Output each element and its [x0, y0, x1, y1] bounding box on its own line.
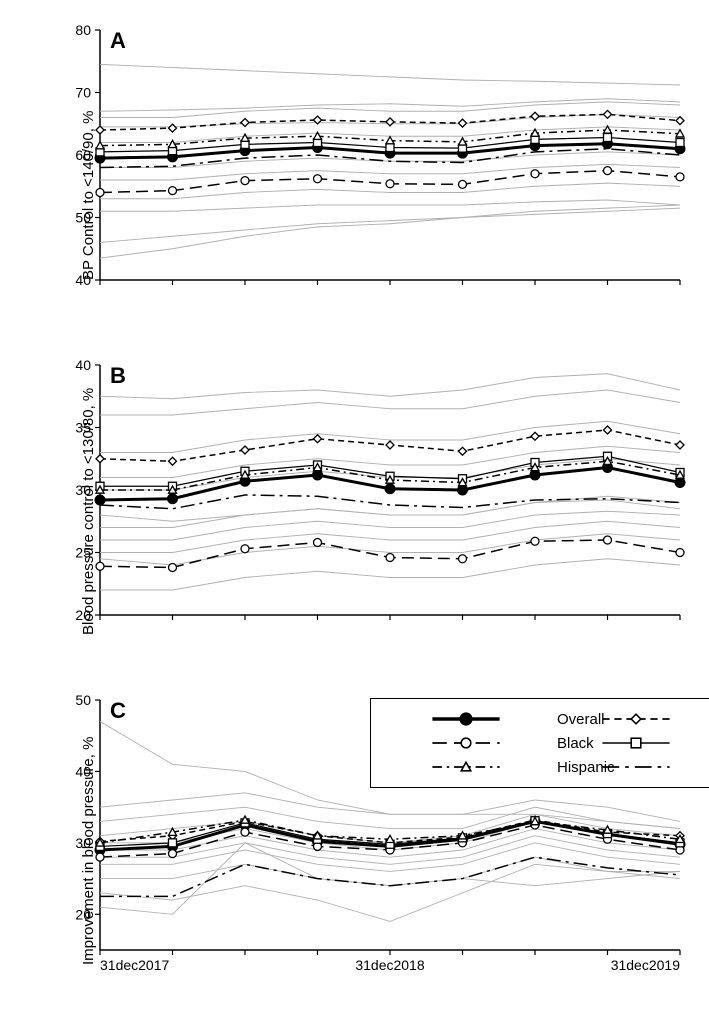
panel-A-svg: 4050607080A: [70, 20, 690, 310]
legend-item-overall: Overall: [381, 707, 551, 731]
svg-text:70: 70: [75, 85, 91, 101]
ylabel-B: Blood pressure control to <130/80, %: [80, 615, 97, 635]
svg-text:B: B: [110, 363, 126, 388]
panel-C: Improvement in blood pressure, % 2030405…: [70, 690, 690, 980]
svg-text:31dec2019: 31dec2019: [611, 957, 681, 973]
svg-text:50: 50: [75, 692, 91, 708]
legend-item-black: Black: [381, 731, 551, 755]
panel-B-svg: 2025303540B: [70, 355, 690, 645]
svg-text:40: 40: [75, 357, 91, 373]
legend-item-white: White: [551, 731, 709, 755]
panel-A: BP Control to <140/90, % 4050607080A: [70, 20, 690, 310]
svg-text:80: 80: [75, 22, 91, 38]
panel-B: Blood pressure control to <130/80, % 202…: [70, 355, 690, 645]
legend-item-asian: Asian: [551, 707, 709, 731]
figure: BP Control to <140/90, % 4050607080A Blo…: [0, 0, 709, 1026]
legend-item-other-unk: Other/Unk: [551, 755, 709, 779]
svg-text:31dec2017: 31dec2017: [100, 957, 170, 973]
legend-item-hispanic: Hispanic: [381, 755, 551, 779]
svg-text:C: C: [110, 698, 126, 723]
svg-text:A: A: [110, 28, 126, 53]
ylabel-A: BP Control to <140/90, %: [80, 260, 97, 280]
legend: OverallAsianBlackWhiteHispanicOther/Unk: [370, 698, 709, 788]
svg-text:31dec2018: 31dec2018: [355, 957, 425, 973]
ylabel-C: Improvement in blood pressure, %: [80, 945, 97, 965]
